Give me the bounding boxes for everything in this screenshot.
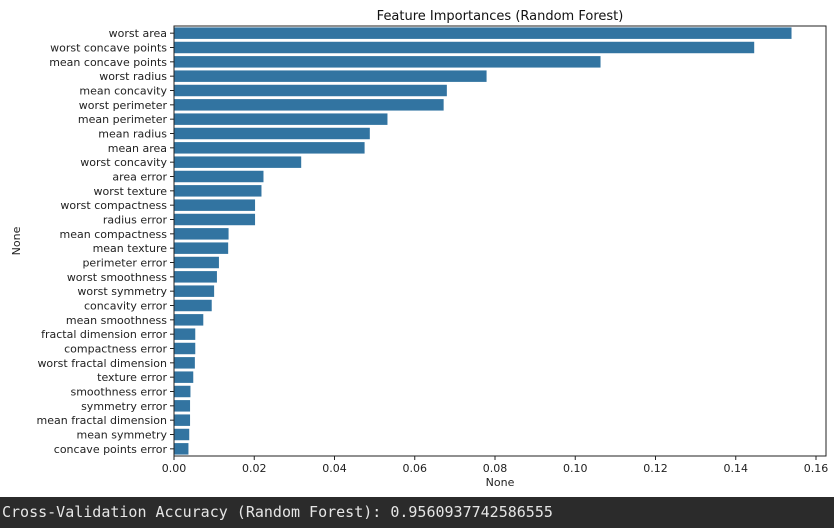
x-axis-label: None: [486, 476, 515, 489]
y-tick-label: worst fractal dimension: [37, 357, 167, 370]
bar: [174, 156, 302, 168]
bar: [174, 185, 262, 197]
console-output-line: Cross-Validation Accuracy (Random Forest…: [0, 497, 834, 528]
y-tick-label: concave points error: [54, 443, 168, 456]
bar: [174, 127, 370, 140]
y-tick-label: mean symmetry: [77, 429, 168, 442]
y-tick-label: worst concave points: [50, 42, 167, 55]
y-tick-label: perimeter error: [82, 257, 167, 270]
y-tick-label: mean concave points: [49, 56, 167, 69]
y-tick-label: mean radius: [98, 128, 167, 141]
bar: [174, 342, 196, 355]
y-tick-label: worst area: [109, 27, 167, 40]
x-tick-label: 0.14: [724, 462, 749, 475]
bar: [174, 27, 792, 39]
bar: [174, 414, 191, 426]
bar: [174, 385, 191, 398]
y-tick-label: symmetry error: [81, 400, 167, 413]
x-tick-label: 0.08: [483, 462, 508, 475]
y-tick-label: area error: [112, 171, 167, 184]
bar: [174, 256, 219, 269]
y-tick-label: fractal dimension error: [41, 328, 167, 341]
y-tick-label: worst texture: [93, 185, 167, 198]
bar: [174, 314, 204, 326]
y-axis-label: None: [10, 226, 23, 255]
x-tick-label: 0.04: [322, 462, 347, 475]
x-tick-label: 0.16: [804, 462, 829, 475]
y-tick-label: worst compactness: [60, 199, 167, 212]
y-tick-label: mean fractal dimension: [37, 414, 167, 427]
bar: [174, 328, 196, 340]
y-tick-label: mean texture: [93, 242, 168, 255]
x-tick-layer: 0.00 0.02 0.04 0.06 0.08 0.10 0.12 0.14 0.16: [162, 456, 829, 475]
bar: [174, 113, 388, 125]
x-tick-label: 0.10: [563, 462, 588, 475]
bar: [174, 213, 256, 226]
bar: [174, 199, 256, 211]
y-tick-label: mean concavity: [79, 85, 167, 98]
y-tick-label: mean perimeter: [78, 113, 168, 126]
y-tick-label: worst perimeter: [79, 99, 168, 112]
bar: [174, 299, 212, 312]
bar: [174, 428, 190, 441]
x-tick-label: 0.12: [643, 462, 668, 475]
axes-frame: [173, 25, 827, 457]
y-tick-label: compactness error: [64, 343, 167, 356]
y-tick-label: concavity error: [84, 300, 168, 313]
x-tick-label: 0.00: [162, 462, 187, 475]
bar: [174, 357, 195, 369]
bar: [174, 99, 444, 111]
bar: [174, 70, 487, 82]
bars-layer: [174, 27, 792, 455]
bar: [174, 443, 189, 455]
y-tick-label: texture error: [97, 371, 167, 384]
y-tick-label: worst concavity: [80, 156, 167, 169]
x-tick-label: 0.02: [242, 462, 267, 475]
bar: [174, 228, 229, 240]
chart-title: Feature Importances (Random Forest): [377, 9, 624, 24]
y-tick-label: radius error: [103, 214, 168, 227]
y-tick-label: worst smoothness: [67, 271, 167, 284]
y-tick-label: worst symmetry: [77, 285, 167, 298]
bar: [174, 41, 755, 54]
bar: [174, 371, 194, 383]
x-tick-label: 0.06: [403, 462, 428, 475]
chart-figure: worst area worst concave points mean conca…: [10, 9, 829, 489]
bar: [174, 400, 191, 412]
y-tick-label: smoothness error: [70, 386, 167, 399]
y-tick-label: mean area: [108, 142, 167, 155]
y-tick-label: mean smoothness: [66, 314, 167, 327]
bar: [174, 142, 365, 154]
bar: [174, 285, 215, 297]
bar: [174, 271, 217, 283]
y-tick-label: worst radius: [99, 70, 167, 83]
bar: [174, 170, 264, 183]
bar: [174, 56, 601, 68]
bar: [174, 84, 447, 97]
y-tick-label: mean compactness: [60, 228, 168, 241]
bar: [174, 242, 229, 254]
